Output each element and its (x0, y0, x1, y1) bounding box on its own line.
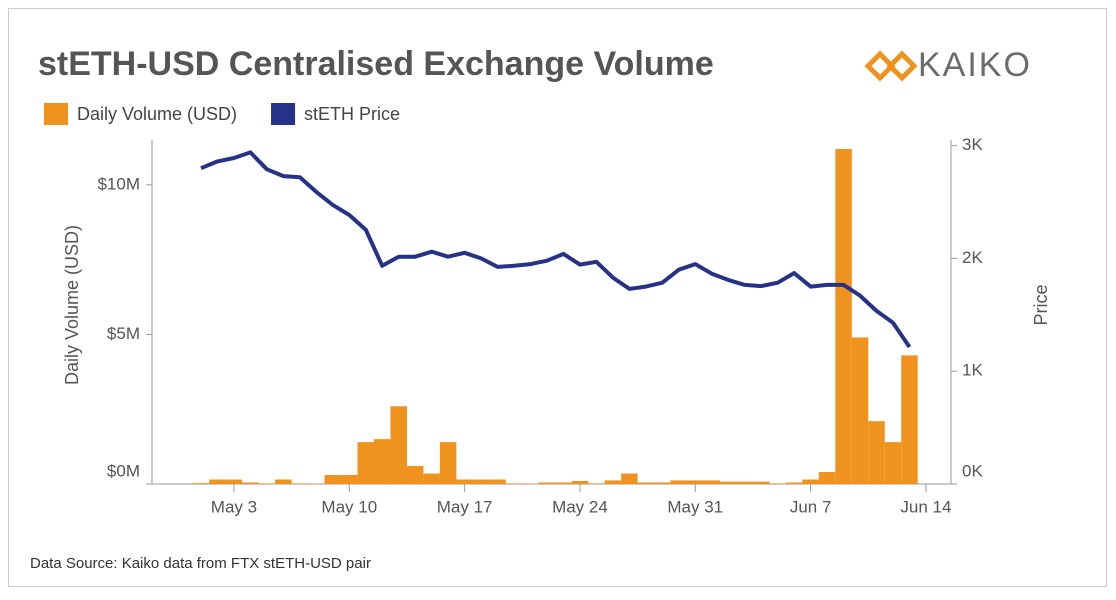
bar (802, 480, 818, 484)
bar (572, 481, 588, 484)
bar (423, 474, 439, 484)
logo-text: KAIKO (918, 46, 1032, 84)
bar (835, 149, 851, 484)
bar (819, 472, 835, 484)
bar (242, 483, 258, 484)
bar (753, 482, 769, 484)
x-tick-label: May 31 (667, 497, 723, 516)
bar (638, 483, 654, 484)
bar (704, 480, 720, 484)
bar (193, 483, 209, 484)
y2-tick-label: 0K (962, 461, 983, 480)
y-tick-label: $0M (107, 461, 140, 480)
y-tick-label: $10M (97, 174, 140, 193)
legend-item: stETH Price (271, 103, 400, 125)
bar (374, 439, 390, 484)
x-tick-label: Jun 14 (900, 497, 951, 516)
source-note: Data Source: Kaiko data from FTX stETH-U… (30, 555, 371, 572)
y2-tick-label: 3K (962, 135, 983, 154)
bar (786, 483, 802, 484)
y-axis-title: Daily Volume (USD) (62, 225, 82, 385)
y2-tick-label: 2K (962, 248, 983, 267)
bar (852, 337, 868, 484)
x-tick-label: May 24 (552, 497, 608, 516)
bar (292, 483, 308, 484)
bar (605, 480, 621, 484)
y2-axis-title: Price (1031, 284, 1051, 325)
bar (341, 475, 357, 484)
bar (736, 482, 752, 484)
legend-swatch (271, 103, 295, 125)
bar (687, 480, 703, 484)
y-tick-label: $5M (107, 324, 140, 343)
legend-label: stETH Price (304, 104, 400, 124)
x-tick-label: Jun 7 (790, 497, 832, 516)
x-tick-label: May 3 (211, 497, 257, 516)
bar (720, 482, 736, 484)
bar (407, 466, 423, 484)
bar (868, 421, 884, 484)
bar (473, 480, 489, 484)
bar (885, 442, 901, 484)
bar (390, 406, 406, 484)
bar (358, 442, 374, 484)
bar (539, 483, 555, 484)
chart-title: stETH-USD Centralised Exchange Volume (38, 45, 714, 83)
bar (769, 483, 785, 484)
bar (588, 483, 604, 484)
bar (671, 480, 687, 484)
bar (901, 355, 917, 484)
bar (325, 475, 341, 484)
bar (209, 480, 225, 484)
bar (275, 480, 291, 484)
bar (226, 480, 242, 484)
bar (621, 474, 637, 484)
y2-tick-label: 1K (962, 361, 983, 380)
x-tick-label: May 10 (321, 497, 377, 516)
bar (259, 483, 275, 484)
bar (489, 480, 505, 484)
bar (654, 483, 670, 484)
bar (555, 483, 571, 484)
legend-swatch (44, 103, 68, 125)
bar (506, 483, 522, 484)
bar (456, 480, 472, 484)
x-tick-label: May 17 (437, 497, 493, 516)
bar (440, 442, 456, 484)
legend-label: Daily Volume (USD) (77, 104, 237, 124)
